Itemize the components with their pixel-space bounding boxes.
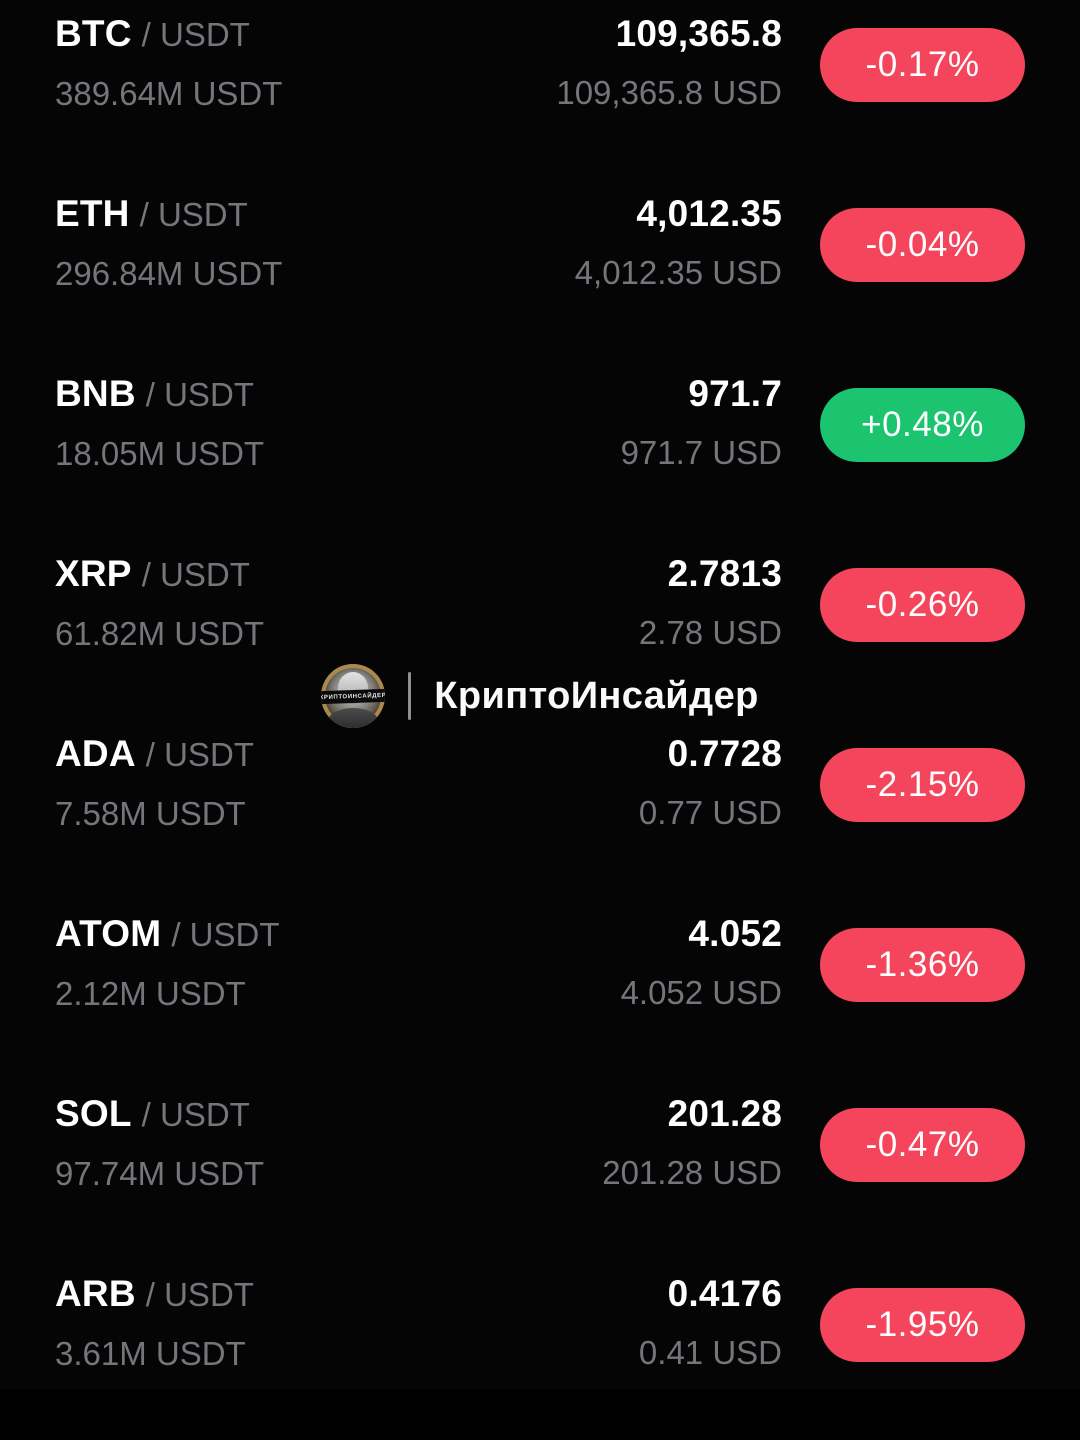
pair-volume: 296.84M USDT [55, 255, 283, 292]
pair-price-usd: 0.77 USD [638, 794, 782, 831]
pair-prices: 0.4176 0.41 USD [355, 1270, 782, 1375]
pair-quote-symbol: / USDT [141, 1096, 250, 1133]
pair-volume: 97.74M USDT [55, 1155, 265, 1192]
pair-info: SOL / USDT 97.74M USDT [55, 1090, 355, 1196]
pair-volume: 2.12M USDT [55, 975, 246, 1012]
pair-info: ATOM / USDT 2.12M USDT [55, 910, 355, 1016]
pair-price: 4.052 [688, 913, 782, 954]
pair-info: BNB / USDT 18.05M USDT [55, 370, 355, 476]
pair-prices: 4.052 4.052 USD [355, 910, 782, 1015]
market-row-bnb[interactable]: BNB / USDT 18.05M USDT 971.7 971.7 USD +… [0, 360, 1080, 540]
pair-name: ATOM / USDT [55, 910, 355, 959]
pair-quote-symbol: / USDT [141, 16, 250, 53]
pair-prices: 0.7728 0.77 USD [355, 730, 782, 835]
pair-info: ADA / USDT 7.58M USDT [55, 730, 355, 836]
pair-price: 201.28 [667, 1093, 782, 1134]
pair-name: ADA / USDT [55, 730, 355, 779]
pair-base-symbol: ATOM [55, 913, 162, 954]
pair-base-symbol: SOL [55, 1093, 132, 1134]
pair-volume: 3.61M USDT [55, 1335, 246, 1372]
pair-quote-symbol: / USDT [145, 1276, 254, 1313]
market-list: BTC / USDT 389.64M USDT 109,365.8 109,36… [0, 0, 1080, 1372]
change-badge[interactable]: -0.04% [820, 208, 1025, 282]
pair-prices: 109,365.8 109,365.8 USD [355, 10, 782, 115]
pair-quote-symbol: / USDT [141, 556, 250, 593]
pair-prices: 201.28 201.28 USD [355, 1090, 782, 1195]
pair-price-usd: 0.41 USD [638, 1334, 782, 1371]
market-row-arb[interactable]: ARB / USDT 3.61M USDT 0.4176 0.41 USD -1… [0, 1260, 1080, 1440]
pair-base-symbol: ADA [55, 733, 136, 774]
pair-prices: 971.7 971.7 USD [355, 370, 782, 475]
pair-info: ETH / USDT 296.84M USDT [55, 190, 355, 296]
pair-price-usd: 4.052 USD [620, 974, 782, 1011]
market-row-atom[interactable]: ATOM / USDT 2.12M USDT 4.052 4.052 USD -… [0, 900, 1080, 1080]
market-row-eth[interactable]: ETH / USDT 296.84M USDT 4,012.35 4,012.3… [0, 180, 1080, 360]
pair-info: XRP / USDT 61.82M USDT [55, 550, 355, 656]
market-row-sol[interactable]: SOL / USDT 97.74M USDT 201.28 201.28 USD… [0, 1080, 1080, 1260]
pair-name: XRP / USDT [55, 550, 355, 599]
change-badge[interactable]: -0.26% [820, 568, 1025, 642]
pair-base-symbol: ARB [55, 1273, 136, 1314]
change-badge[interactable]: +0.48% [820, 388, 1025, 462]
pair-price: 4,012.35 [636, 193, 782, 234]
pair-volume: 7.58M USDT [55, 795, 246, 832]
change-badge[interactable]: -2.15% [820, 748, 1025, 822]
pair-name: SOL / USDT [55, 1090, 355, 1139]
pair-price: 0.4176 [667, 1273, 782, 1314]
pair-quote-symbol: / USDT [145, 376, 254, 413]
pair-volume: 389.64M USDT [55, 75, 283, 112]
pair-name: ETH / USDT [55, 190, 355, 239]
change-badge[interactable]: -1.36% [820, 928, 1025, 1002]
pair-price: 109,365.8 [615, 13, 782, 54]
pair-price: 2.7813 [667, 553, 782, 594]
change-badge[interactable]: -1.95% [820, 1288, 1025, 1362]
pair-base-symbol: XRP [55, 553, 132, 594]
pair-name: BTC / USDT [55, 10, 355, 59]
pair-price-usd: 109,365.8 USD [556, 74, 782, 111]
market-row-xrp[interactable]: XRP / USDT 61.82M USDT 2.7813 2.78 USD -… [0, 540, 1080, 720]
pair-price: 0.7728 [667, 733, 782, 774]
pair-quote-symbol: / USDT [171, 916, 280, 953]
pair-price-usd: 971.7 USD [620, 434, 782, 471]
pair-base-symbol: ETH [55, 193, 130, 234]
pair-price: 971.7 [688, 373, 782, 414]
market-row-ada[interactable]: ADA / USDT 7.58M USDT 0.7728 0.77 USD -2… [0, 720, 1080, 900]
pair-info: ARB / USDT 3.61M USDT [55, 1270, 355, 1376]
pair-price-usd: 4,012.35 USD [574, 254, 782, 291]
pair-volume: 61.82M USDT [55, 615, 265, 652]
pair-info: BTC / USDT 389.64M USDT [55, 10, 355, 116]
change-badge[interactable]: -0.47% [820, 1108, 1025, 1182]
pair-volume: 18.05M USDT [55, 435, 265, 472]
pair-price-usd: 2.78 USD [638, 614, 782, 651]
pair-prices: 2.7813 2.78 USD [355, 550, 782, 655]
pair-name: ARB / USDT [55, 1270, 355, 1319]
pair-name: BNB / USDT [55, 370, 355, 419]
pair-price-usd: 201.28 USD [602, 1154, 782, 1191]
market-row-btc[interactable]: BTC / USDT 389.64M USDT 109,365.8 109,36… [0, 0, 1080, 180]
pair-base-symbol: BTC [55, 13, 132, 54]
pair-quote-symbol: / USDT [145, 736, 254, 773]
pair-base-symbol: BNB [55, 373, 136, 414]
change-badge[interactable]: -0.17% [820, 28, 1025, 102]
pair-quote-symbol: / USDT [139, 196, 248, 233]
pair-prices: 4,012.35 4,012.35 USD [355, 190, 782, 295]
